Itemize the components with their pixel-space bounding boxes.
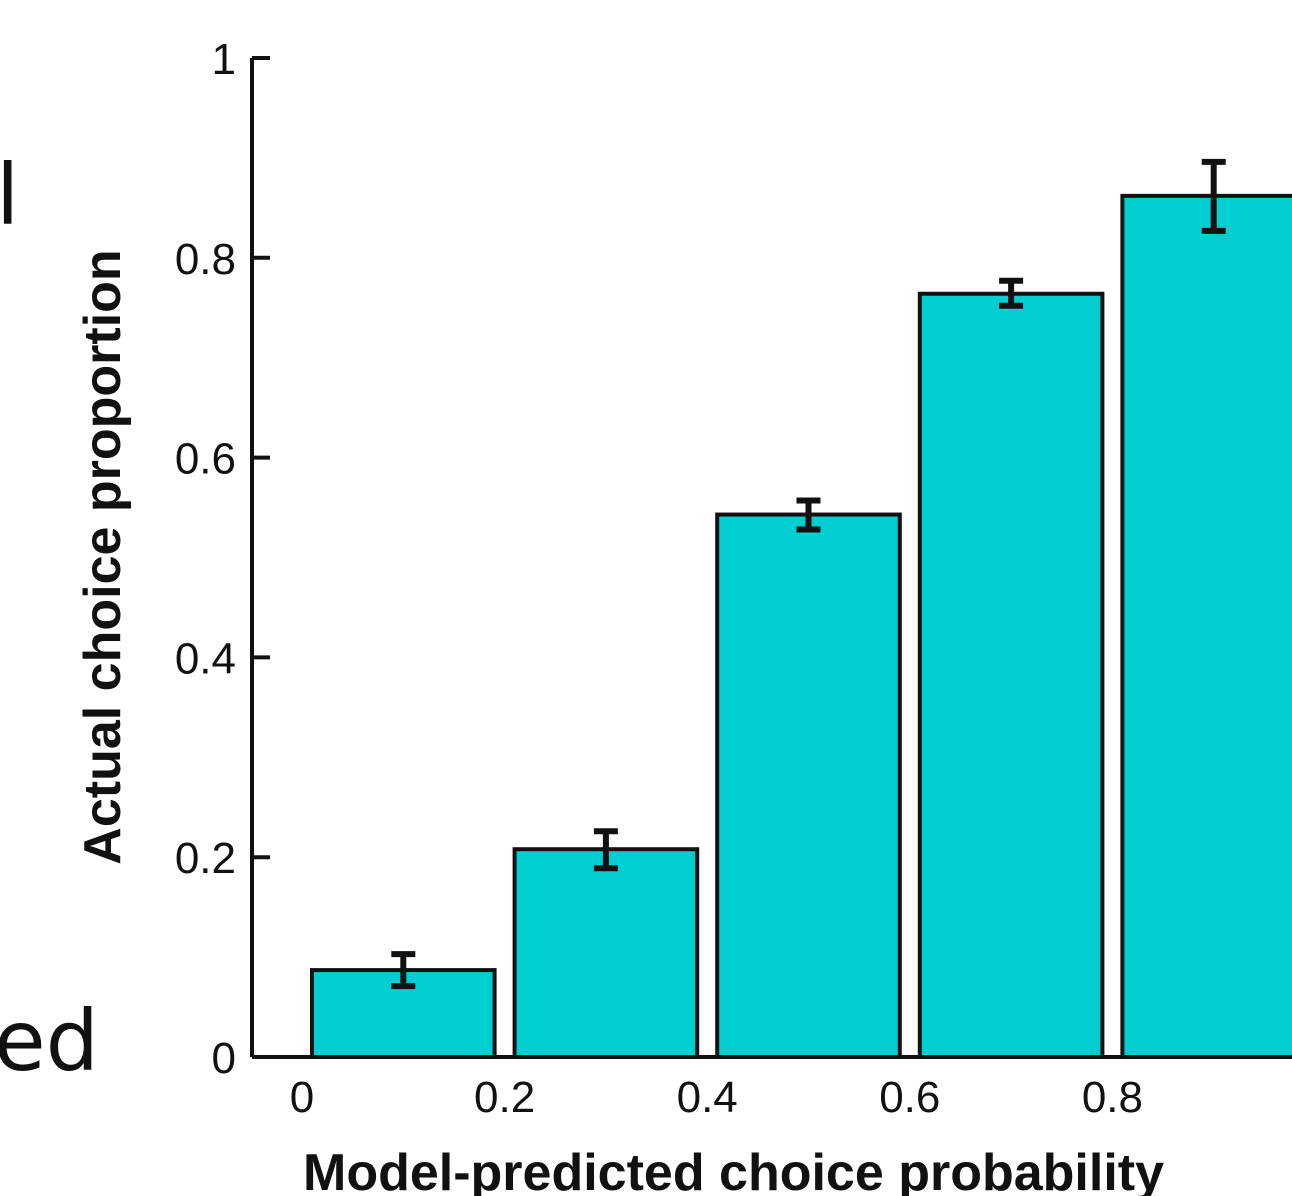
- x-tick-label-4: 0.8: [1082, 1073, 1143, 1122]
- x-tick-label-1: 0.2: [474, 1073, 535, 1122]
- y-tick-label-2: 0.4: [175, 634, 236, 683]
- x-axis-title: Model-predicted choice probability: [303, 1144, 1164, 1196]
- error-bar-2: [796, 497, 821, 533]
- bar-3: [917, 291, 1105, 1060]
- error-bar-3: [999, 277, 1024, 309]
- x-axis-ticks: 0 0.2 0.4 0.6 0.8: [290, 1073, 1143, 1122]
- error-bar-0: [391, 951, 416, 990]
- y-tick-label-0: 0: [212, 1034, 236, 1083]
- bars-group: [310, 193, 1292, 1060]
- y-axis-title: Actual choice proportion: [74, 249, 132, 864]
- error-bars-group: [391, 158, 1226, 990]
- y-tick-label-1: 0.2: [175, 834, 236, 883]
- x-tick-label-2: 0.4: [677, 1073, 738, 1122]
- y-tick-label-3: 0.6: [175, 435, 236, 484]
- y-tick-label-4: 0.8: [175, 235, 236, 284]
- bar-1: [512, 847, 700, 1060]
- x-tick-label-0: 0: [290, 1073, 314, 1122]
- bar-2: [715, 512, 902, 1059]
- error-bar-4: [1201, 158, 1226, 234]
- x-tick-label-3: 0.6: [879, 1073, 940, 1122]
- axes-group: [250, 58, 1292, 1059]
- y-axis-ticks: 0 0.2 0.4 0.6 0.8 1: [175, 35, 270, 1083]
- y-tick-label-5: 1: [212, 35, 236, 84]
- cropped-text-top: l: [0, 146, 19, 244]
- bar-4: [1120, 193, 1292, 1059]
- cropped-text-bottom: ed: [0, 992, 99, 1090]
- error-bar-1: [593, 828, 618, 872]
